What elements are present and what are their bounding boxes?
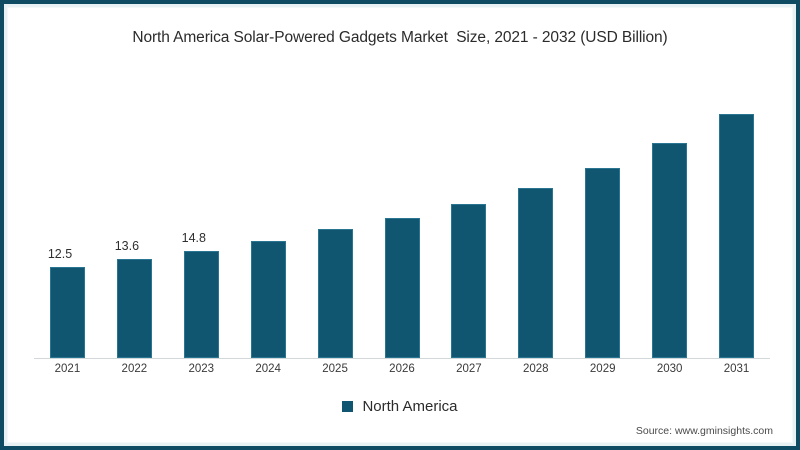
bar-slot: [502, 70, 569, 358]
bar-value-label-2022: 13.6: [114, 239, 140, 254]
x-tick-2029: 2029: [589, 363, 616, 375]
bar-slot: [435, 70, 502, 358]
bar-slot: [636, 70, 703, 358]
bar-2030[interactable]: [652, 142, 688, 358]
bar-2024[interactable]: [250, 240, 286, 358]
bar-2027[interactable]: [451, 204, 487, 358]
plot-area: 12.5 13.6 14.8: [34, 70, 770, 359]
x-tick-2023: 2023: [188, 363, 215, 375]
bar-value-label-2023: 14.8: [181, 230, 206, 245]
bar-2022[interactable]: [116, 259, 152, 358]
x-tick-2022: 2022: [121, 363, 148, 375]
source-attribution: Source: www.gminsights.com: [635, 425, 773, 437]
x-tick-2027: 2027: [456, 363, 482, 375]
bar-2031[interactable]: [719, 113, 755, 358]
bar-slot: 14.8: [168, 70, 235, 358]
x-tick-2028: 2028: [523, 363, 549, 375]
legend-square-marker-icon: [342, 401, 354, 412]
bar-slot: 13.6: [101, 70, 168, 358]
x-tick-2024: 2024: [255, 363, 281, 375]
bar-slot: [302, 70, 369, 358]
x-tick-2025: 2025: [322, 363, 348, 375]
x-tick-2026: 2026: [389, 363, 415, 375]
x-tick-2021: 2021: [54, 363, 81, 375]
bar-2029[interactable]: [585, 168, 621, 358]
legend-item-label: North America: [362, 398, 458, 415]
x-axis-line: [34, 358, 770, 359]
bar-2026[interactable]: [384, 218, 420, 358]
chart-title: North America Solar-Powered Gadgets Mark…: [132, 29, 668, 46]
bar-2025[interactable]: [317, 228, 353, 358]
x-tick-2030: 2030: [656, 363, 683, 375]
bar-slot: [703, 70, 770, 358]
bar-2021[interactable]: [50, 267, 85, 358]
bar-slot: [569, 70, 636, 358]
bar-value-label-2021: 12.5: [47, 247, 73, 262]
bar-slot: [235, 70, 302, 358]
bar-slot: [369, 70, 436, 358]
bar-2023[interactable]: [183, 250, 219, 358]
x-axis-tick-labels: 2021 2022 2023 2024 2025 2026 2027 2028 2029 2030…: [34, 363, 770, 381]
bar-2028[interactable]: [518, 188, 554, 358]
bar-slot: 12.5: [34, 70, 101, 358]
x-tick-2031: 2031: [723, 363, 750, 375]
chart-legend: North America: [0, 398, 800, 415]
